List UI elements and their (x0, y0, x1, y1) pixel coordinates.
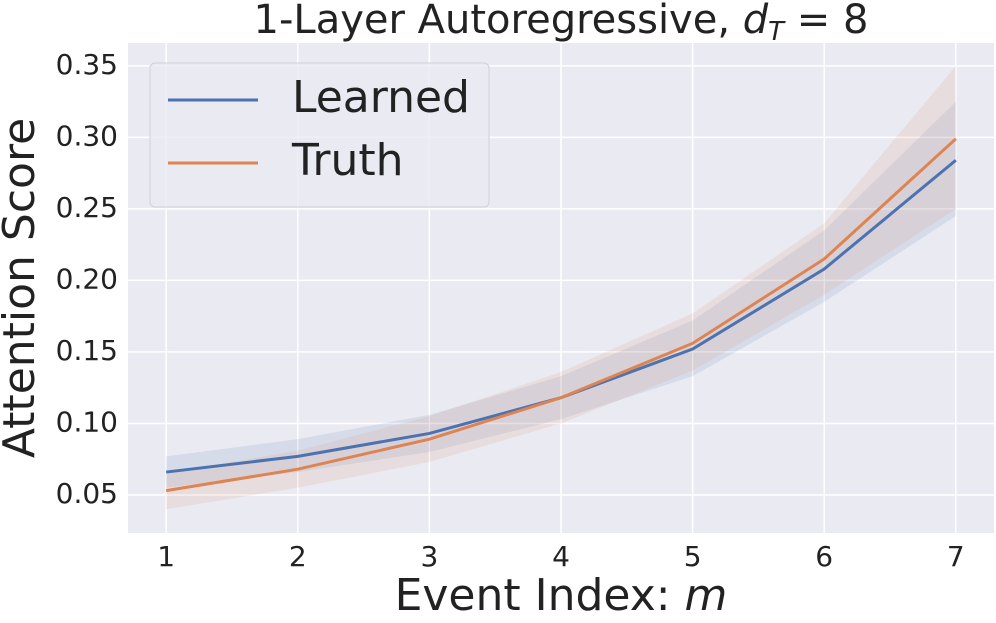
chart-title: 1-Layer Autoregressive, dT = 8 (254, 0, 869, 47)
y-tick-label: 0.20 (56, 262, 118, 295)
x-tick-label: 7 (947, 540, 965, 573)
title-text: 1-Layer Autoregressive, (254, 0, 743, 43)
y-tick-label: 0.15 (56, 334, 118, 367)
x-tick-label: 3 (420, 540, 438, 573)
y-axis-label: Attention Score (0, 118, 45, 458)
legend-label: Learned (292, 72, 470, 123)
line (165, 137, 957, 493)
y-tick-label: 0.25 (56, 191, 118, 224)
x-label-text: Event Index: (395, 570, 685, 621)
title-math: d (743, 0, 769, 43)
y-tick-label: 0.30 (56, 119, 118, 152)
title-subscript: T (768, 17, 786, 47)
x-tick-label: 4 (552, 540, 570, 573)
x-tick-label: 2 (289, 540, 307, 573)
confidence-band (166, 65, 956, 510)
y-tick-label: 0.05 (56, 477, 118, 510)
confidence-band (166, 101, 956, 488)
marks (165, 65, 957, 510)
title-text: = 8 (784, 0, 868, 43)
y-tick-label: 0.35 (56, 48, 118, 81)
x-tick-label: 1 (157, 540, 175, 573)
x-axis-label: Event Index: m (395, 570, 728, 621)
x-tick-label: 6 (815, 540, 833, 573)
legend: Learned Truth (149, 62, 490, 208)
y-tick-label: 0.10 (56, 405, 118, 438)
x-label-math: m (685, 570, 728, 621)
x-tick-label: 5 (684, 540, 702, 573)
legend-label: Truth (291, 135, 404, 186)
